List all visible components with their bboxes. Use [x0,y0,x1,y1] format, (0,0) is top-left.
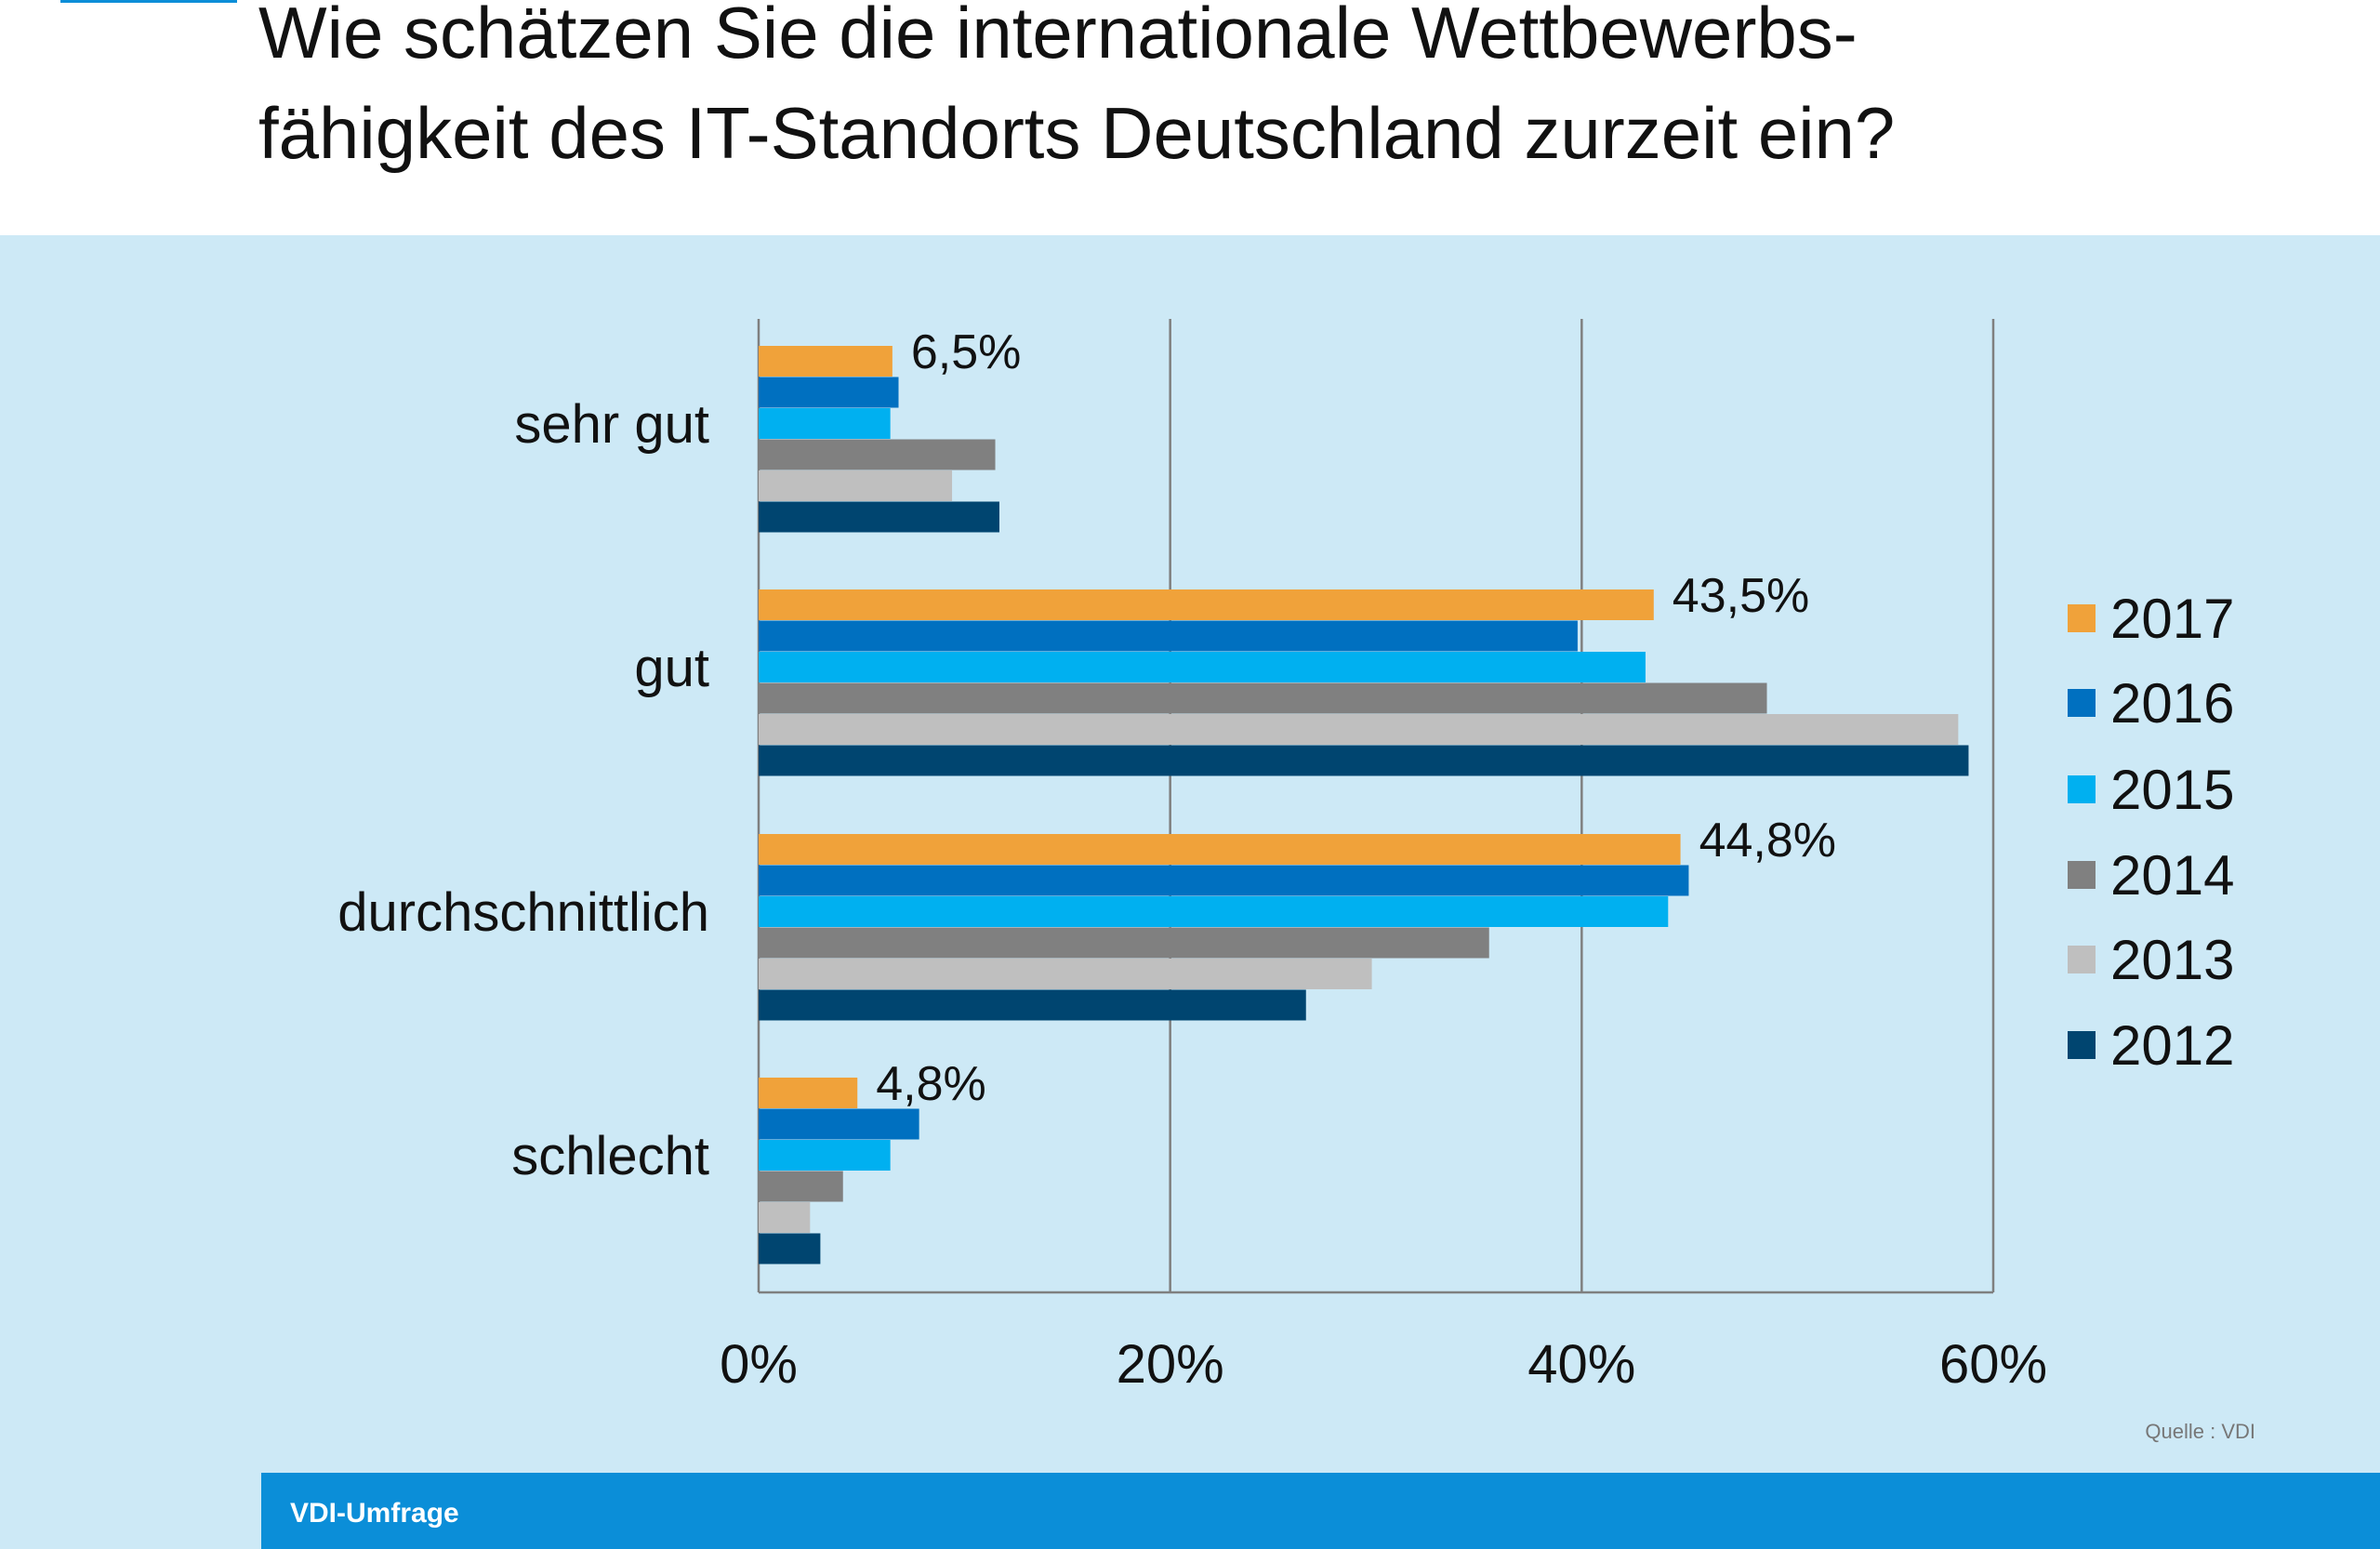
bar-2017-durchschnittlich [759,834,1681,865]
bar-2012-durchschnittlich [759,989,1306,1021]
bar-2016-gut [759,620,1578,652]
data-label: 43,5% [1673,569,1809,623]
legend-label: 2012 [2110,1014,2234,1077]
category-label: gut [634,638,709,698]
legend-swatch-2016 [2068,689,2096,717]
legend-swatch-2015 [2068,775,2096,803]
bar-2015-sehr-gut [759,408,891,439]
data-label: 4,8% [876,1057,986,1111]
bar-2015-gut [759,652,1646,682]
bar-2017-gut [759,589,1654,620]
bar-2014-sehr-gut [759,439,996,470]
bar-2014-gut [759,682,1767,714]
x-tick-label: 0% [720,1334,798,1395]
footer-bar [261,1473,2380,1549]
legend-label: 2015 [2110,759,2234,821]
bar-2015-schlecht [759,1140,891,1171]
x-tick-label: 60% [1939,1334,2047,1395]
x-tick-label: 40% [1527,1334,1635,1395]
legend-swatch-2013 [2068,946,2096,973]
bar-2012-sehr-gut [759,501,999,533]
legend-swatch-2017 [2068,604,2096,632]
bar-2015-durchschnittlich [759,896,1669,927]
bar-2012-gut [759,745,1969,776]
legend-label: 2014 [2110,844,2234,907]
bar-2012-schlecht [759,1233,821,1264]
chart-title-line-1: Wie schätzen Sie die internationale Wett… [258,0,1858,73]
bar-2016-sehr-gut [759,377,899,408]
bar-2017-sehr-gut [759,346,892,377]
legend-label: 2016 [2110,672,2234,735]
legend-swatch-2014 [2068,861,2096,889]
data-label: 6,5% [911,325,1022,379]
bar-2017-schlecht [759,1078,858,1108]
bar-2014-schlecht [759,1171,843,1202]
bar-2013-schlecht [759,1202,811,1233]
legend-label: 2013 [2110,929,2234,991]
bar-2016-schlecht [759,1108,919,1140]
data-label: 44,8% [1699,814,1836,867]
footer-label: VDI-Umfrage [290,1498,459,1529]
bar-2013-gut [759,714,1959,745]
bar-2016-durchschnittlich [759,865,1689,896]
category-label: sehr gut [514,394,709,455]
chart-title-line-2: fähigkeit des IT-Standorts Deutschland z… [258,92,1895,174]
x-tick-label: 20% [1117,1334,1224,1395]
category-label: schlecht [511,1126,709,1186]
bar-2013-sehr-gut [759,470,953,501]
category-label: durchschnittlich [337,882,709,943]
bar-2013-durchschnittlich [759,959,1372,989]
legend-swatch-2012 [2068,1031,2096,1059]
top-accent-line [60,0,237,3]
legend-label: 2017 [2110,588,2234,650]
bar-2014-durchschnittlich [759,927,1489,959]
source-note: Quelle : VDI [2145,1420,2255,1443]
